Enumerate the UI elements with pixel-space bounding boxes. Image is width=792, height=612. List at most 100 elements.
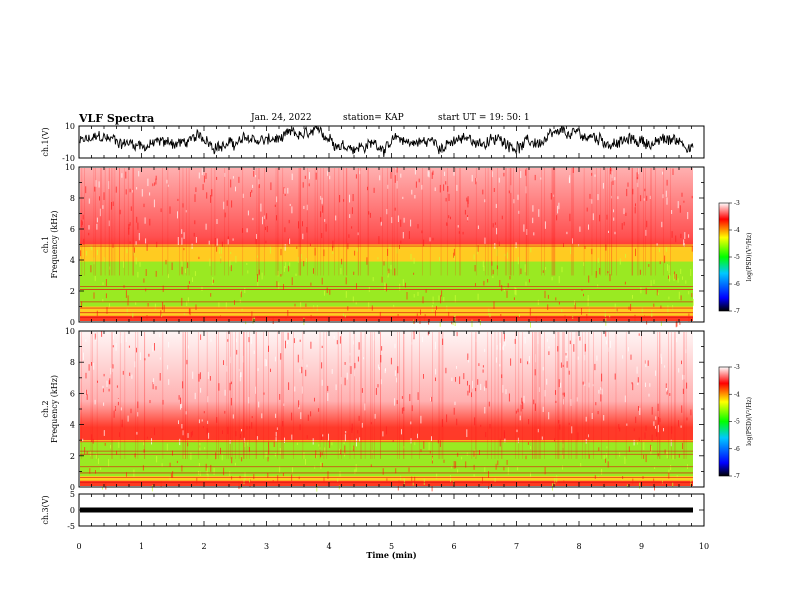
- spectrogram-speckle: [670, 465, 672, 471]
- spectrogram-speckle: [522, 401, 524, 410]
- spectrogram-speckle: [239, 375, 241, 382]
- spectrogram-speckle: [274, 204, 276, 207]
- waveform-trace: [80, 507, 693, 513]
- spectrogram-speckle: [223, 360, 224, 365]
- spectrogram-speckle: [476, 178, 477, 182]
- spectrogram-speckle: [670, 439, 672, 447]
- spectrogram-speckle: [570, 399, 572, 406]
- spectrogram-speckle: [349, 194, 350, 203]
- spectrogram-speckle: [337, 478, 339, 482]
- spectrogram-speckle: [411, 342, 413, 345]
- spectrogram-speckle: [361, 388, 363, 393]
- spectrogram-speckle: [198, 373, 200, 382]
- spectrogram-speckle: [417, 433, 418, 439]
- spectrogram-speckle: [172, 471, 174, 478]
- spectrogram-speckle: [502, 346, 503, 350]
- spectrogram-speckle: [357, 430, 359, 434]
- spectrogram-speckle: [561, 266, 563, 273]
- spectrogram-speckle: [240, 372, 242, 378]
- spectrogram-speckle: [591, 248, 593, 255]
- spectrogram-speckle: [100, 467, 102, 470]
- spectrogram-speckle: [151, 438, 152, 445]
- spectrogram-speckle: [147, 303, 149, 307]
- spectrogram-speckle: [517, 194, 519, 200]
- spectrogram-speckle: [212, 279, 214, 283]
- spectrogram-speckle: [545, 266, 547, 270]
- spectrogram-speckle: [94, 333, 96, 340]
- spectrogram-speckle: [682, 388, 684, 394]
- spectrogram-speckle: [85, 339, 87, 342]
- spectrogram-speckle: [238, 176, 240, 183]
- spectrogram-speckle: [646, 321, 648, 325]
- spectrogram-speckle: [306, 204, 308, 211]
- spectrogram-speckle: [594, 475, 596, 479]
- spectrogram-speckle: [654, 483, 655, 488]
- spectrogram-speckle: [576, 397, 578, 402]
- spectrogram-speckle: [619, 427, 621, 432]
- spectrogram-speckle: [213, 467, 215, 475]
- spectrogram-speckle: [189, 308, 191, 316]
- spectrogram-speckle: [206, 428, 208, 435]
- colorbar-tick-label: -7: [734, 473, 740, 480]
- spectrogram-speckle: [91, 362, 92, 366]
- spectrogram-speckle: [253, 350, 255, 354]
- spectrogram-speckle: [492, 275, 494, 279]
- spectrogram-speckle: [114, 406, 116, 412]
- spectrogram-speckle: [264, 358, 266, 367]
- spectrogram-speckle: [489, 424, 491, 429]
- spectrogram-speckle: [166, 179, 168, 184]
- spectrogram-speckle: [284, 188, 286, 194]
- spectrogram-speckle: [566, 351, 568, 358]
- spectrogram-speckle: [291, 173, 293, 181]
- spectrogram-speckle: [558, 301, 560, 305]
- spectrogram-speckle: [263, 215, 265, 219]
- spectrogram-speckle: [589, 193, 591, 199]
- spectrogram-speckle: [489, 313, 491, 318]
- spectrogram-speckle: [89, 468, 91, 474]
- spectrogram-speckle: [413, 258, 415, 264]
- spectrogram-speckle: [223, 201, 225, 210]
- spectrogram-speckle: [414, 476, 416, 485]
- spectrogram-speckle: [156, 455, 158, 463]
- spectrogram-speckle: [326, 287, 328, 294]
- spectrogram-speckle: [485, 380, 487, 389]
- spectrogram-speckle: [324, 447, 326, 453]
- spectrogram-speckle: [247, 270, 249, 274]
- spectrogram-speckle: [414, 440, 416, 446]
- spectrogram-speckle: [298, 400, 300, 408]
- spectrogram-speckle: [666, 179, 668, 186]
- spectrogram-speckle: [439, 257, 440, 261]
- spectrogram-speckle: [370, 464, 372, 467]
- spectrogram-speckle: [252, 217, 254, 221]
- spectrogram-speckle: [534, 369, 536, 376]
- spectrogram-speckle: [669, 393, 671, 396]
- spectrogram-speckle: [83, 352, 84, 360]
- spectrogram-speckle: [443, 297, 445, 302]
- spectrogram-speckle: [584, 343, 586, 352]
- spectrogram-speckle: [81, 301, 83, 308]
- spectrogram-speckle: [390, 357, 392, 365]
- spectrogram-speckle: [115, 342, 117, 351]
- spectrogram-speckle: [595, 271, 597, 278]
- spectrogram-speckle: [256, 234, 257, 240]
- spectrogram-speckle: [183, 455, 185, 459]
- spectrogram-speckle: [81, 221, 83, 226]
- x-tick-label: 2: [201, 542, 206, 551]
- spectrogram-speckle: [505, 389, 507, 395]
- spectrogram-speckle: [475, 178, 477, 185]
- spectrogram-speckle: [682, 442, 683, 450]
- spectrogram-speckle: [385, 283, 387, 292]
- spectrogram-speckle: [453, 248, 455, 256]
- spectrogram-speckle: [435, 368, 437, 375]
- spectrogram-speckle: [666, 197, 668, 205]
- spectrogram-speckle: [613, 217, 615, 221]
- spectrogram-speckle: [191, 430, 193, 436]
- spectrogram-speckle: [456, 366, 457, 369]
- spectrogram-speckle: [232, 414, 234, 419]
- spectrogram-speckle: [605, 340, 607, 345]
- spectrogram-speckle: [624, 456, 626, 465]
- spectrogram-speckle: [538, 387, 540, 392]
- spectrogram-speckle: [519, 415, 521, 421]
- spectrogram-speckle: [188, 308, 190, 314]
- spectrogram-speckle: [677, 201, 679, 209]
